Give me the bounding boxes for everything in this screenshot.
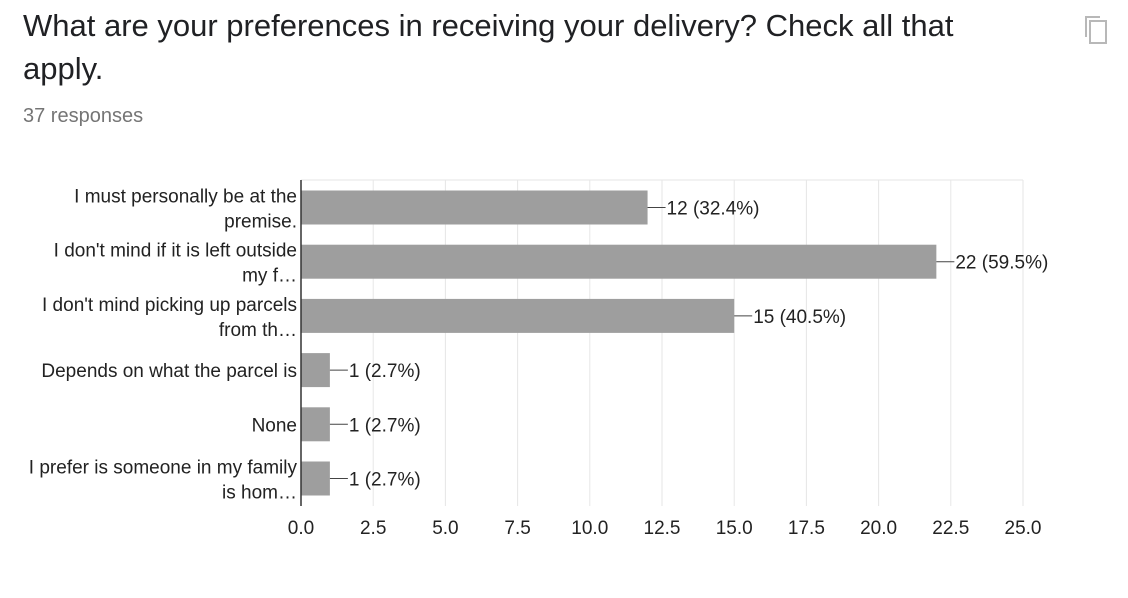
data-label: 22 (59.5%) [955, 253, 1048, 274]
category-label: Depends on what the parcel is [41, 361, 297, 382]
data-label: 1 (2.7%) [349, 415, 421, 436]
x-tick-label: 7.5 [504, 518, 530, 539]
data-label: 15 (40.5%) [753, 307, 846, 328]
copy-icon [1085, 16, 1107, 44]
copy-chart-button[interactable] [1080, 12, 1112, 48]
bar [301, 298, 735, 333]
x-tick-label: 2.5 [360, 518, 386, 539]
response-count: 37 responses [23, 105, 144, 127]
x-tick-label: 22.5 [932, 518, 969, 539]
x-tick-label: 0.0 [288, 518, 314, 539]
x-tick-label: 15.0 [716, 518, 753, 539]
category-label: I must personally be at the [74, 187, 297, 208]
bar [301, 190, 648, 225]
category-label: None [252, 415, 297, 436]
category-label: I don't mind if it is left outside [54, 241, 297, 262]
question-title: What are your preferences in receiving y… [23, 8, 954, 86]
x-tick-label: 25.0 [1005, 518, 1042, 539]
x-tick-label: 17.5 [788, 518, 825, 539]
bar [301, 244, 937, 279]
data-label: 12 (32.4%) [667, 199, 760, 220]
data-label: 1 (2.7%) [349, 470, 421, 491]
bar [301, 461, 330, 496]
category-label: I don't mind picking up parcels [42, 295, 297, 316]
x-tick-label: 20.0 [860, 518, 897, 539]
bar [301, 353, 330, 388]
bar [301, 407, 330, 442]
x-tick-label: 5.0 [432, 518, 458, 539]
x-tick-label: 10.0 [571, 518, 608, 539]
category-label: is hom… [222, 483, 297, 504]
category-label: premise. [224, 212, 297, 233]
data-label: 1 (2.7%) [349, 361, 421, 382]
category-label: my f… [242, 266, 297, 287]
x-tick-label: 12.5 [644, 518, 681, 539]
category-label: I prefer is someone in my family [29, 458, 298, 479]
category-label: from th… [219, 320, 297, 341]
